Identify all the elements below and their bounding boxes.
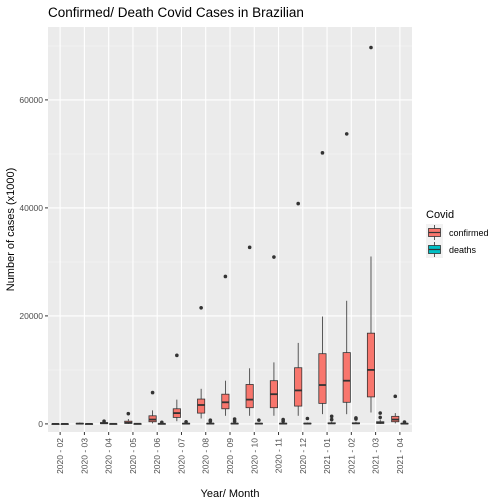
outlier-point [354, 416, 358, 420]
outlier-point [402, 420, 407, 424]
box-confirmed [269, 255, 278, 416]
outlier-point [199, 306, 203, 310]
box-deaths [109, 422, 118, 425]
outlier-point [320, 151, 325, 155]
outlier-point [175, 353, 179, 358]
outlier-point [378, 411, 383, 415]
box-confirmed [124, 411, 133, 424]
x-tick-label: 2020 - 11 [274, 438, 284, 474]
x-axis: 2020 - 02 2020 - 03 2020 - 04 2020 - 05 2020… [55, 432, 405, 474]
outlier-point [296, 201, 300, 206]
y-tick-label: 40000 [19, 203, 43, 213]
x-tick-label: 2021 - 03 [371, 438, 381, 474]
x-tick-label: 2020 - 10 [249, 438, 259, 474]
outlier-point [329, 417, 334, 422]
box-confirmed [245, 245, 254, 416]
outlier-point [247, 245, 252, 250]
box-confirmed [148, 390, 157, 424]
outlier-point [281, 417, 285, 422]
x-axis-title: Year/ Month [201, 488, 260, 500]
legend-title: Covid [426, 209, 454, 221]
x-tick-label: 2021 - 01 [322, 438, 332, 474]
box-deaths [133, 422, 142, 425]
x-tick-label: 2020 - 08 [201, 438, 211, 474]
box-confirmed [51, 422, 60, 425]
y-axis: 0 20000 40000 60000 [19, 95, 48, 429]
chart-title: Confirmed/ Death Covid Cases in Brazilia… [48, 5, 304, 20]
box-iqr [318, 353, 327, 404]
box-confirmed [294, 201, 303, 416]
outlier-point [369, 45, 373, 50]
legend-label-confirmed: confirmed [449, 228, 489, 238]
outlier-point [102, 419, 106, 424]
box-confirmed [172, 353, 181, 422]
legend: Covid confirmed deaths [426, 209, 489, 258]
box-deaths [254, 418, 263, 425]
box-deaths [206, 418, 215, 425]
y-tick-label: 20000 [19, 311, 43, 321]
box-deaths [303, 416, 312, 425]
outlier-point [208, 418, 213, 422]
outlier-point [272, 255, 276, 259]
box-iqr [342, 352, 351, 403]
x-tick-label: 2020 - 03 [79, 438, 89, 474]
box-deaths [376, 411, 385, 424]
x-tick-label: 2020 - 04 [104, 438, 114, 474]
box-deaths [60, 422, 69, 425]
box-confirmed [391, 394, 400, 424]
x-tick-label: 2020 - 09 [225, 438, 235, 474]
outlier-point [232, 417, 237, 421]
box-iqr [245, 384, 254, 409]
x-tick-label: 2020 - 12 [298, 438, 308, 474]
box-iqr [294, 367, 303, 407]
box-deaths [84, 422, 94, 425]
box-confirmed [221, 274, 230, 416]
x-tick-label: 2020 - 06 [152, 438, 162, 474]
y-axis-title: Number of cases (x1000) [5, 168, 17, 292]
outlier-point [344, 132, 349, 136]
box-deaths [182, 419, 191, 425]
box-marks [51, 45, 409, 425]
y-tick-label: 60000 [19, 95, 43, 105]
box-deaths [351, 416, 360, 425]
box-confirmed [197, 306, 206, 419]
box-iqr [197, 398, 206, 414]
x-tick-label: 2021 - 04 [395, 438, 405, 474]
outlier-point [257, 418, 261, 422]
box-deaths [157, 420, 166, 425]
outlier-point [393, 394, 398, 399]
outlier-point [378, 415, 383, 420]
x-tick-label: 2020 - 02 [55, 438, 65, 474]
outlier-point [160, 420, 164, 425]
box-deaths [400, 420, 409, 425]
box-deaths [230, 417, 239, 425]
box-deaths [327, 414, 336, 425]
x-tick-label: 2020 - 07 [176, 438, 186, 474]
outlier-point [184, 419, 188, 424]
outlier-point [223, 274, 228, 279]
gridlines [48, 27, 412, 432]
box-confirmed [366, 45, 376, 413]
x-tick-label: 2020 - 05 [128, 438, 138, 474]
box-confirmed [75, 422, 84, 425]
outlier-point [329, 414, 334, 419]
x-tick-label: 2021 - 02 [346, 438, 356, 474]
box-iqr [366, 332, 376, 398]
box-confirmed [342, 132, 351, 415]
y-tick-label: 0 [38, 419, 43, 429]
box-confirmed [100, 419, 109, 425]
outlier-point [305, 416, 310, 421]
legend-label-deaths: deaths [449, 245, 477, 255]
outlier-point [126, 411, 131, 416]
outlier-point [150, 390, 155, 395]
box-confirmed [318, 151, 327, 415]
box-deaths [279, 417, 288, 425]
